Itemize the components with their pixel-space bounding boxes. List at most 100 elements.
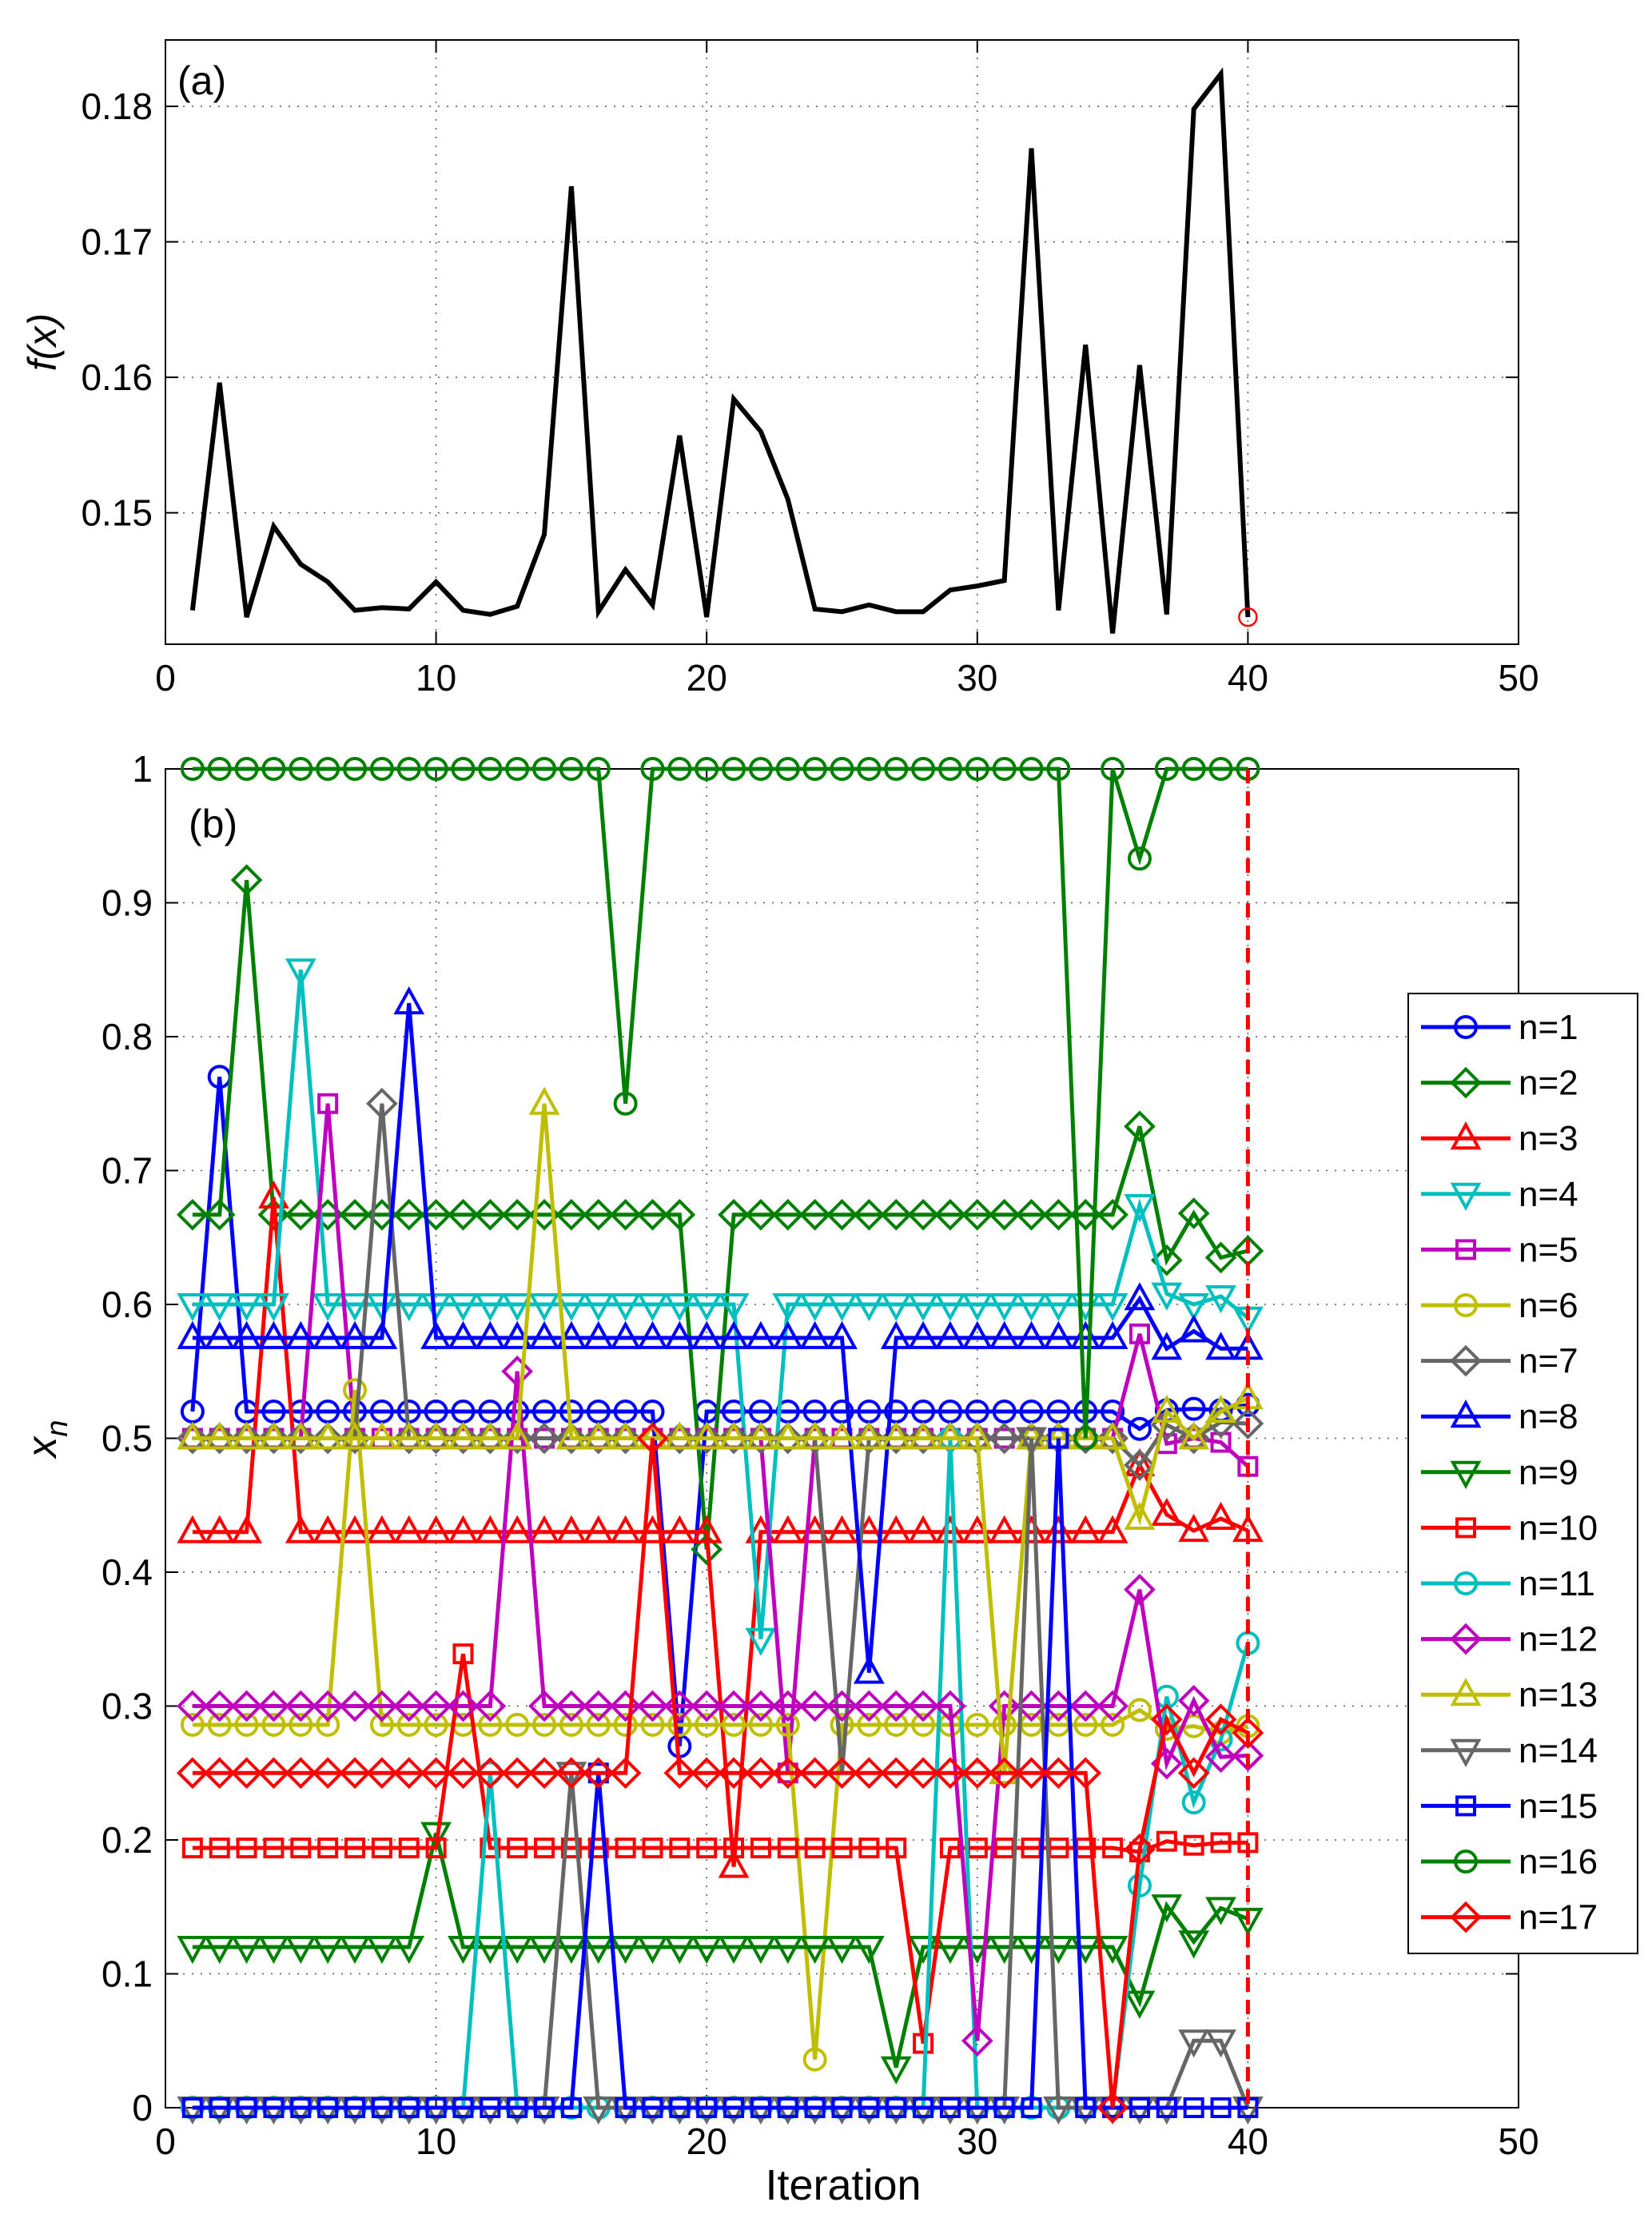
- panel-b-label: (b): [189, 802, 237, 846]
- series-triangle-down-marker: [366, 1936, 398, 1965]
- series-square-marker: [1048, 1428, 1069, 1449]
- legend-entry: n=10: [1421, 1508, 1598, 1547]
- series-diamond-marker: [528, 1757, 560, 1790]
- series-triangle-up-marker: [231, 1421, 262, 1450]
- series-diamond-marker: [1177, 1422, 1210, 1455]
- series-diamond-marker: [609, 1422, 642, 1455]
- series-circle-marker: [396, 757, 421, 781]
- series-diamond-marker: [420, 1422, 452, 1455]
- panel-a-x-tick-label: 0: [155, 657, 176, 699]
- legend: n=1 n=2 n=3 n=4 n=5 n=6 n=7 n=8 n=9 n=10 n=11 n=12 n…: [1407, 993, 1638, 1954]
- series-triangle-down-marker: [934, 1293, 966, 1322]
- series-diamond-marker: [988, 1198, 1021, 1231]
- series-diamond-marker: [177, 1422, 209, 1455]
- series-diamond-marker: [339, 1690, 371, 1722]
- series-circle-marker: [965, 757, 989, 781]
- series-diamond-marker: [961, 1198, 993, 1231]
- series-triangle-up-marker: [880, 1515, 912, 1543]
- series-diamond-marker: [663, 1198, 696, 1231]
- series-circle-marker: [965, 1712, 989, 1737]
- series-triangle-up-marker: [583, 1515, 615, 1543]
- series-triangle-down-marker: [177, 1936, 209, 1965]
- series-circle-marker: [1127, 1873, 1152, 1897]
- series-triangle-down-marker: [1124, 1194, 1156, 1223]
- series-circle-marker: [1127, 846, 1152, 871]
- series-triangle-up-marker: [718, 1421, 750, 1450]
- series-triangle-down-marker: [799, 1936, 831, 1965]
- series-diamond-marker: [501, 1198, 534, 1231]
- series-triangle-down-marker: [718, 1293, 750, 1322]
- series-diamond-marker: [555, 1422, 587, 1455]
- best-point-marker: [1238, 607, 1258, 627]
- series-circle-marker: [1019, 757, 1044, 781]
- series-square-marker: [1210, 1432, 1232, 1453]
- series-square-marker: [371, 1838, 392, 1859]
- series-diamond-marker: [663, 1757, 696, 1790]
- series-square-marker: [507, 1838, 528, 1859]
- series-triangle-up-marker: [312, 1320, 344, 1349]
- series-triangle-down-marker: [583, 1293, 615, 1322]
- series-circle-marker: [775, 757, 800, 781]
- series-circle-marker: [1073, 1712, 1098, 1737]
- series-triangle-up-marker: [1124, 1447, 1156, 1476]
- legend-entry: n=3: [1421, 1119, 1578, 1158]
- series-square-marker: [507, 2097, 528, 2118]
- series-circle-marker: [992, 757, 1017, 781]
- legend-circle-marker: [1454, 1571, 1478, 1595]
- series-triangle-down-marker: [610, 1936, 642, 1965]
- series-diamond-marker: [745, 1422, 777, 1455]
- series-line: [192, 1103, 1249, 1774]
- series-triangle-down-marker: [583, 1936, 615, 1965]
- series-circle-marker: [451, 757, 476, 781]
- series-diamond-marker: [203, 1198, 236, 1231]
- series-circle-marker: [884, 1712, 909, 1737]
- series-triangle-up-marker: [663, 1421, 695, 1450]
- series-triangle-down-marker: [880, 1293, 912, 1322]
- series-line: [192, 1653, 1248, 2044]
- series-diamond-marker: [880, 1690, 913, 1722]
- series-triangle-down-marker: [718, 1936, 750, 1965]
- series-circle-marker: [234, 1712, 259, 1737]
- legend-circle-marker: [1454, 1850, 1478, 1874]
- series-triangle-down-marker: [610, 1293, 642, 1322]
- panel-b-x-axis-label: Iteration: [765, 2161, 921, 2209]
- series-triangle-up-marker: [610, 1515, 642, 1543]
- series-diamond-marker: [447, 1690, 480, 1722]
- series-square-marker: [398, 2097, 420, 2118]
- series-circle-marker: [1046, 757, 1071, 781]
- series-triangle-down-marker: [231, 1936, 262, 1965]
- series-diamond-marker: [907, 1422, 939, 1455]
- series-circle-marker: [1101, 757, 1125, 781]
- series-triangle-down-marker: [528, 1293, 560, 1322]
- series-triangle-up-marker: [1069, 1515, 1101, 1543]
- series-square-marker: [209, 1838, 230, 1859]
- series-triangle-up-marker: [501, 1515, 533, 1543]
- series-triangle-up-marker: [1205, 1332, 1236, 1360]
- series-n-4: [177, 958, 1264, 1656]
- series-triangle-up-marker: [474, 1320, 506, 1349]
- series-triangle-down-marker: [826, 1293, 858, 1322]
- series-triangle-up-marker: [799, 1320, 831, 1349]
- series-diamond-marker: [203, 1757, 236, 1790]
- series-triangle-up-marker: [1069, 1320, 1101, 1349]
- series-square-marker: [642, 2097, 663, 2118]
- series-triangle-up-marker: [258, 1180, 289, 1209]
- series-diamond-marker: [1042, 1198, 1075, 1231]
- legend-entry: n=2: [1421, 1064, 1578, 1103]
- series-triangle-down-marker: [501, 1936, 533, 1965]
- series-diamond-marker: [447, 1757, 480, 1790]
- series-diamond-marker: [582, 1422, 615, 1455]
- series-circle-marker: [667, 1712, 692, 1737]
- series-n-12: [177, 1355, 1264, 2057]
- series-triangle-up-marker: [961, 1421, 993, 1450]
- series-square-marker: [1156, 2097, 1177, 2118]
- series-triangle-up-marker: [691, 1515, 723, 1543]
- series-triangle-up-marker: [1205, 1394, 1236, 1423]
- legend-triangle-down-marker: [1450, 1182, 1482, 1211]
- series-square-marker: [777, 2097, 798, 2118]
- series-square-marker: [831, 1838, 853, 1859]
- series-triangle-down-marker: [826, 1936, 858, 1965]
- series-square-marker: [913, 2097, 934, 2118]
- series-triangle-down-marker: [772, 1936, 804, 1965]
- panel-b-y-tick-label: 1: [132, 748, 153, 790]
